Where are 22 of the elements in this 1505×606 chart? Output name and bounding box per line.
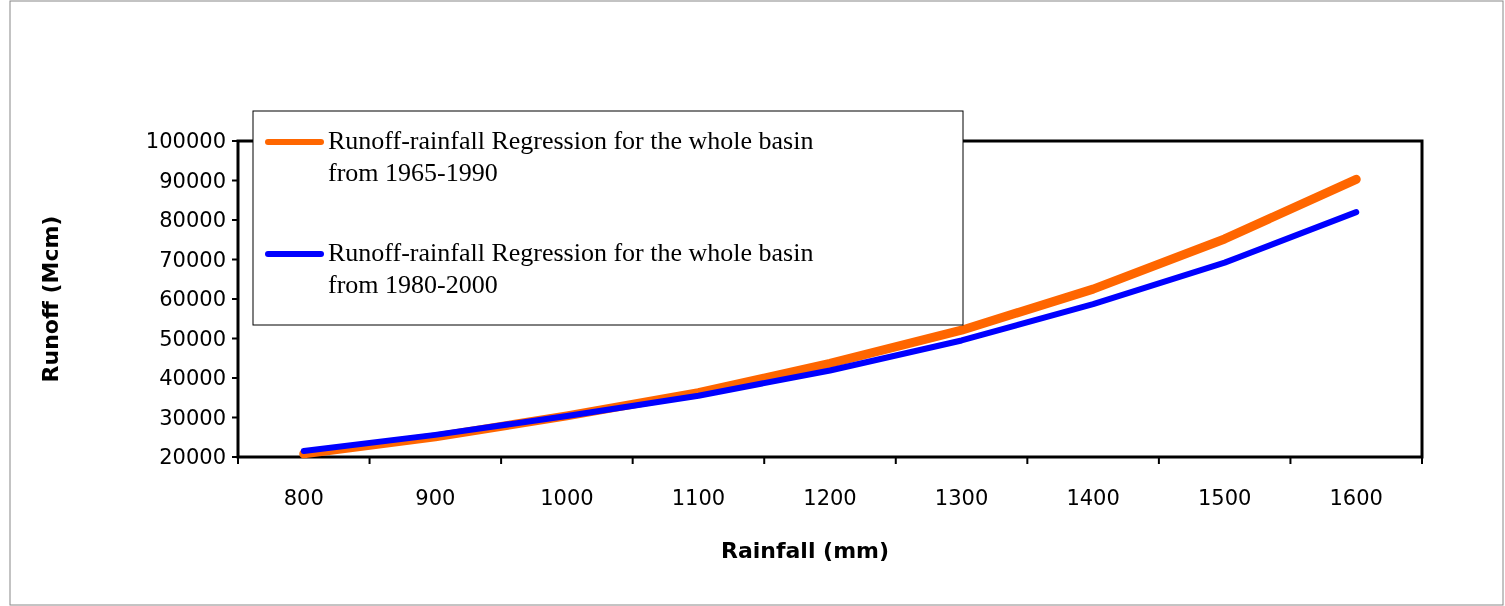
legend-label: Runoff-rainfall Regression for the whole basin from 1980-2000	[328, 238, 814, 299]
y-tick-label: 100000	[145, 129, 226, 154]
y-tick-label: 60000	[159, 287, 226, 312]
y-tick-label: 30000	[159, 405, 226, 430]
x-tick-label: 1100	[671, 486, 726, 510]
y-tick-label: 80000	[159, 208, 226, 233]
y-tick-label: 40000	[159, 366, 226, 391]
x-tick-label: 900	[415, 486, 456, 510]
x-tick-label: 1300	[934, 486, 989, 510]
y-tick-label: 20000	[159, 445, 226, 470]
y-tick-label: 70000	[159, 247, 226, 272]
y-tick-label: 90000	[159, 168, 226, 193]
x-axis-title: Rainfall (mm)	[720, 538, 890, 563]
legend-label: Runoff-rainfall Regression for the whole basin from 1965-1990	[328, 126, 814, 187]
x-tick-label: 1000	[540, 486, 594, 510]
x-tick-label: 800	[283, 486, 324, 510]
y-axis-title: Runoff (Mcm)	[38, 215, 63, 383]
x-tick-label: 1500	[1197, 486, 1252, 510]
x-tick-label: 1200	[803, 486, 857, 510]
x-tick-label: 1600	[1329, 486, 1383, 510]
y-tick-label: 50000	[159, 326, 226, 351]
x-tick-label: 1400	[1066, 486, 1120, 510]
